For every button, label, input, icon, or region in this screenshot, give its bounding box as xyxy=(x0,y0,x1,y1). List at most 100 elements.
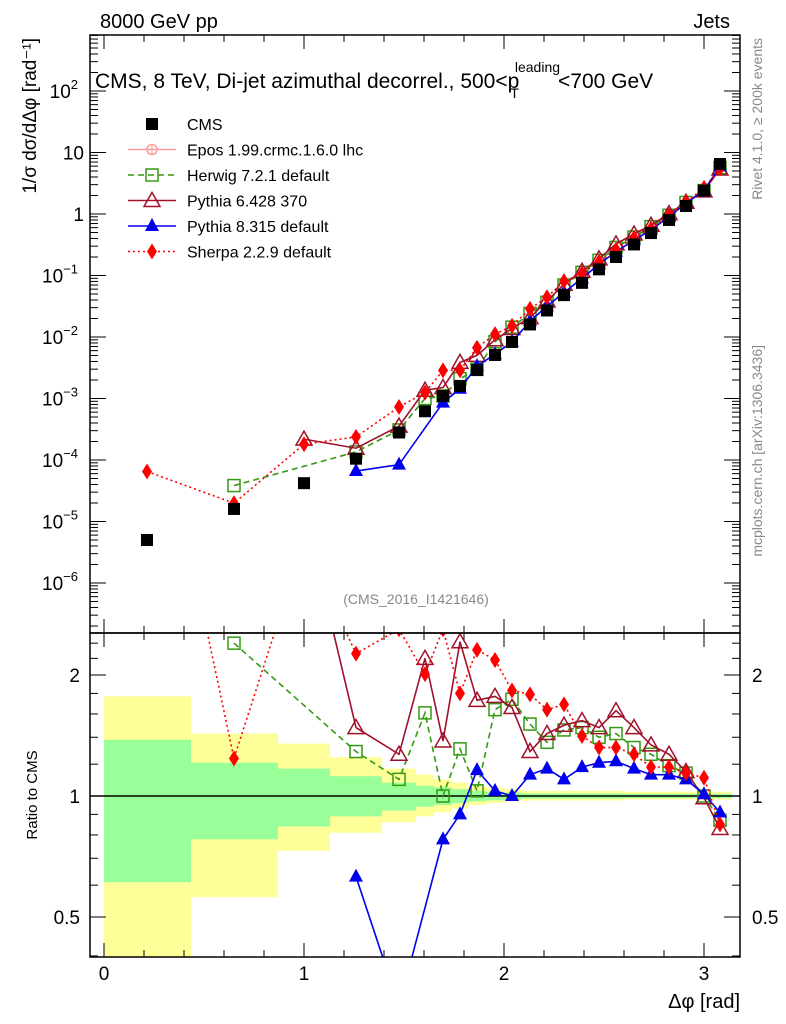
y-tick-exponent: −1 xyxy=(63,262,78,277)
legend-marker xyxy=(146,118,158,130)
sherpa-upper-point xyxy=(420,384,430,401)
pythia-ratio-point xyxy=(488,782,502,796)
legend-item: Epos 1.99.crmc.1.6.0 lhc xyxy=(128,143,363,160)
sherpa-upper-point xyxy=(507,317,517,334)
y-tick-label: 10−3 xyxy=(42,385,78,411)
pythia-ratio-point xyxy=(485,686,505,704)
chart-title: CMS, 8 TeV, Di-jet azimuthal decorrel., … xyxy=(95,59,653,101)
x-tick-label: 3 xyxy=(699,964,710,985)
cms-data-point xyxy=(454,379,466,392)
pythia-ratio-point xyxy=(505,788,519,801)
pythia-ratio-point xyxy=(433,731,453,748)
herwig-ratio-point xyxy=(453,742,467,756)
pythia-ratio-point xyxy=(470,762,484,776)
pythia-upper-point xyxy=(392,456,406,470)
herwig-ratio-point xyxy=(470,784,484,798)
cms-data-point xyxy=(680,199,692,212)
sherpa-ratio-point xyxy=(594,739,604,756)
legend-label: Sherpa 2.2.9 default xyxy=(187,245,332,262)
title-sub: T xyxy=(510,85,519,101)
pythia-ratio-point xyxy=(572,711,592,728)
pythia-ratio-point xyxy=(641,735,661,752)
cms-data-point xyxy=(593,263,605,276)
sherpa-upper-point xyxy=(490,326,500,343)
legend-item: Herwig 7.2.1 default xyxy=(128,168,330,185)
pythia-upper-point xyxy=(349,463,363,477)
cms-data-point xyxy=(298,477,310,490)
sherpa-ratio-point xyxy=(396,633,402,638)
header-right: Jets xyxy=(693,11,730,33)
pythia-ratio-point xyxy=(520,742,540,759)
legend-label: Epos 1.99.crmc.1.6.0 lhc xyxy=(187,143,363,160)
pythia-ratio-point xyxy=(502,698,522,715)
y-tick-exponent: 2 xyxy=(71,77,78,92)
sherpa-ratio-point xyxy=(664,759,674,776)
sherpa-ratio-point xyxy=(559,696,569,713)
title-end: <700 GeV xyxy=(558,70,653,93)
cms-data-point xyxy=(645,227,657,240)
sherpa-upper-point xyxy=(438,362,448,379)
sherpa-upper-point xyxy=(299,436,309,453)
cms-data-point xyxy=(576,276,588,289)
y-axis-label: 1/σ dσ/dΔφ [rad⁻¹] xyxy=(20,38,41,194)
ratio-tick-label-right: 2 xyxy=(752,666,763,687)
sherpa-upper-point xyxy=(455,362,465,379)
herwig-ratio-point xyxy=(227,636,241,650)
y-tick-label: 10−5 xyxy=(42,508,78,534)
sherpa-ratio-point xyxy=(455,685,465,702)
cms-data-point xyxy=(471,364,483,377)
pythia-ratio-point xyxy=(453,806,467,820)
inner-band-bin xyxy=(278,768,330,827)
herwig-ratio-point xyxy=(349,744,363,759)
x-axis-label: Δφ [rad] xyxy=(668,991,740,1013)
x-tick-label: 1 xyxy=(299,964,310,985)
pythia-ratio-point xyxy=(627,760,641,774)
sherpa-ratio-point xyxy=(715,816,725,833)
sherpa-ratio-point xyxy=(472,641,482,658)
cms-data-point xyxy=(228,502,240,515)
title-sup: leading xyxy=(515,59,560,75)
pythia-ratio-point xyxy=(436,831,450,845)
ratio-axes: 0 1 2 3 0.5 0.5 1 1 2 2 xyxy=(54,633,778,985)
ratio-y-axis-label: Ratio to CMS xyxy=(24,750,41,839)
pythia-ratio-point xyxy=(592,754,606,768)
herwig-ratio-point xyxy=(436,789,450,803)
ratio-tick-label-right: 1 xyxy=(752,787,763,808)
y-tick-exponent: −5 xyxy=(63,508,78,523)
legend-item: Pythia 6.428 370 xyxy=(128,190,307,211)
pythia-ratio-point xyxy=(523,766,537,780)
pythia-ratio-point xyxy=(697,786,711,800)
sherpa-ratio-point xyxy=(142,340,152,356)
pythia-ratio-point xyxy=(589,718,609,735)
sherpa-ratio-point xyxy=(629,746,639,763)
cms-data-point xyxy=(628,238,640,251)
cms-data-point xyxy=(663,213,675,226)
cms-data-point xyxy=(437,389,449,402)
legend-label: CMS xyxy=(187,117,223,134)
ratio-tick-label-left: 2 xyxy=(69,666,80,687)
ratio-frame xyxy=(89,632,741,958)
y-tick-label: 102 xyxy=(50,77,78,103)
pythia-ratio-point xyxy=(296,500,312,514)
legend-item: CMS xyxy=(146,117,223,134)
pythia-ratio-point xyxy=(537,724,557,741)
ratio-tick-label-left: 1 xyxy=(69,787,80,808)
legend-label: Pythia 8.315 default xyxy=(187,219,329,236)
y-tick-label: 10−4 xyxy=(42,446,78,472)
pythia-ratio-point xyxy=(659,744,679,762)
pythia-ratio-point xyxy=(575,759,589,773)
cms-data-point xyxy=(393,426,405,439)
cms-data-point xyxy=(698,184,710,197)
y-tick-label: 1 xyxy=(73,205,84,226)
pythia-ratio-point xyxy=(554,715,574,732)
x-tick-label: 0 xyxy=(99,964,110,985)
herwig-ratio-point xyxy=(523,717,537,731)
pythia-ratio-point xyxy=(540,760,554,774)
herwig-upper-line xyxy=(233,167,721,487)
sherpa-upper-line xyxy=(146,167,721,505)
herwig-ratio-point xyxy=(557,723,571,737)
legend-item: Pythia 8.315 default xyxy=(128,218,329,236)
ratio-series xyxy=(142,340,730,957)
pythia-ratio-point xyxy=(467,690,487,708)
cms-data-point xyxy=(541,304,553,317)
